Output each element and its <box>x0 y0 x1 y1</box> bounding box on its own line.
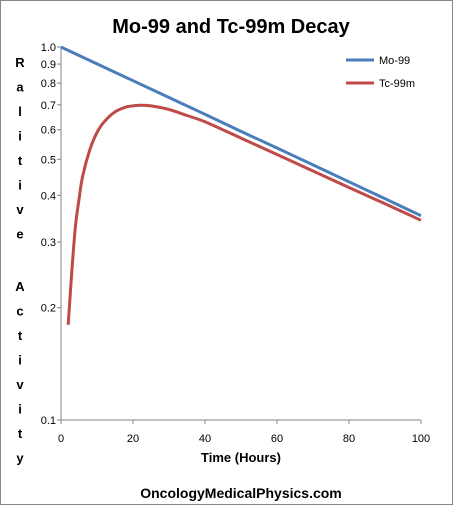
y-axis-label-letter: i <box>18 129 22 144</box>
y-axis-label-letter: c <box>16 304 23 319</box>
y-tick-label: 1.0 <box>41 42 56 54</box>
y-axis-label-letter: e <box>16 227 23 242</box>
x-tick-label: 80 <box>343 433 355 445</box>
x-tick-label: 60 <box>271 433 283 445</box>
x-tick-label: 20 <box>127 433 139 445</box>
y-tick-label: 0.8 <box>41 78 56 90</box>
y-tick-label: 0.5 <box>41 154 56 166</box>
y-axis-label-letter: i <box>18 353 22 368</box>
y-tick-label: 0.3 <box>41 237 56 249</box>
series-line-mo-99 <box>60 45 422 218</box>
y-tick-label: 0.2 <box>41 303 56 315</box>
x-tick-labels: 0 20 40 60 80 100 <box>58 420 430 445</box>
y-axis-label-letter: v <box>16 202 24 217</box>
x-tick-label: 40 <box>199 433 211 445</box>
y-tick-label: 0.4 <box>41 190 56 202</box>
series-lines <box>60 45 422 325</box>
y-axis-label-letter: t <box>18 153 23 168</box>
y-axis-label-letter: y <box>16 451 24 466</box>
footer-credit: OncologyMedicalPhysics.com <box>140 485 342 501</box>
y-tick-label: 0.7 <box>41 100 56 112</box>
y-axis-label-letter: t <box>18 426 23 441</box>
y-tick-label: 0.6 <box>41 125 56 137</box>
y-tick-label: 0.1 <box>41 415 56 427</box>
chart-title: Mo-99 and Tc-99m Decay <box>112 16 350 38</box>
y-axis-label-letter: a <box>16 80 24 95</box>
series-line-tc-99m <box>66 103 422 325</box>
y-tick-label: 0.9 <box>41 59 56 71</box>
legend-label: Mo-99 <box>379 55 410 67</box>
y-axis-label-letter: R <box>15 55 25 70</box>
legend-label: Tc-99m <box>379 78 415 90</box>
y-axis-label-letter: v <box>16 377 24 392</box>
axes <box>60 47 421 421</box>
legend: Mo-99 Tc-99m <box>346 55 415 90</box>
y-tick-labels: 0.1 0.2 0.3 0.4 0.5 0.6 0.7 0.8 0.9 1.0 <box>41 42 61 427</box>
x-tick-label: 100 <box>412 433 430 445</box>
y-axis-label-letter: A <box>15 279 25 294</box>
y-axis-label-letter: i <box>18 402 22 417</box>
y-axis-label-letter: t <box>18 328 23 343</box>
x-axis-label: Time (Hours) <box>201 450 281 465</box>
y-axis-label-letter: i <box>18 178 22 193</box>
y-axis-label-letter: l <box>18 104 22 119</box>
x-tick-label: 0 <box>58 433 64 445</box>
